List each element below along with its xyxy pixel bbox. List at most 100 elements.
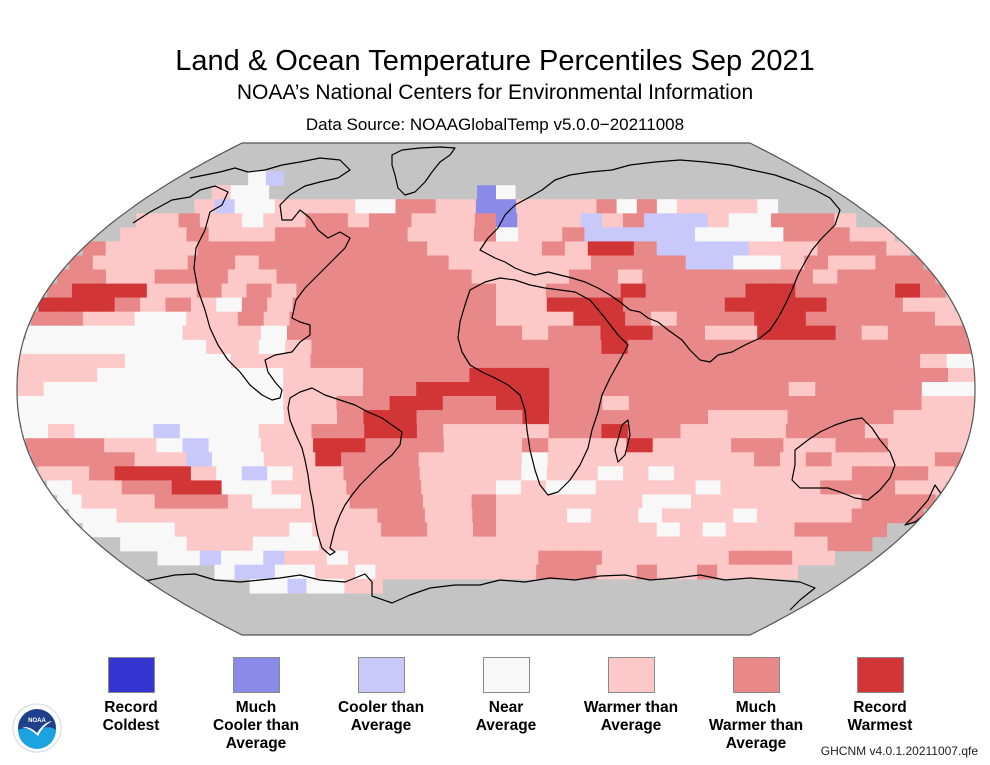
grid-cell [496,297,522,313]
grid-cell [636,199,658,214]
grid-cell [157,213,180,228]
grid-cell [521,466,548,481]
grid-cell [745,283,771,299]
grid-cell [229,382,258,397]
grid-cell [870,480,896,496]
grid-cell [341,452,368,467]
grid-cell [540,227,563,242]
grid-cell [627,424,655,439]
grid-cell [851,466,878,481]
grid-cell [470,452,497,467]
grid-cell [783,325,811,341]
grid-cell [174,241,199,257]
grid-cell [417,325,445,341]
grid-cell [284,213,307,228]
grid-cell [196,283,223,299]
grid-cell [761,396,790,411]
grid-cell [685,508,710,524]
grid-cell [187,255,212,271]
grid-cell [301,269,326,285]
grid-cell [71,353,99,369]
grid-cell [444,311,471,327]
grid-cell [100,339,128,355]
grid-cell [678,325,706,341]
grid-cell [375,564,397,580]
grid-cell [861,494,887,510]
grid-cell [150,367,178,383]
grid-cell [601,550,624,566]
grid-cell [636,564,658,580]
grid-cell [920,353,948,369]
grid-cell [584,536,608,552]
grid-cell [496,199,517,214]
grid-cell [606,536,630,552]
grid-cell [893,353,921,369]
grid-cell [455,199,477,214]
grid-cell [697,199,718,214]
grid-cell [429,536,453,552]
grid-cell [45,410,73,425]
grid-cell [496,255,521,271]
grid-cell [418,311,445,327]
grid-cell [392,311,420,327]
grid-cell [82,311,110,327]
grid-cell [220,522,245,538]
grid-cell [263,452,291,467]
grid-cell [587,241,612,257]
grid-cell [787,410,815,425]
grid-cell [805,227,829,242]
grid-cell [804,508,829,524]
grid-cell [285,339,313,355]
grid-cell [394,297,421,313]
grid-cell [795,283,821,299]
grid-cell [442,382,470,397]
grid-cell [81,494,107,510]
grid-cell [549,367,577,383]
grid-cell [519,522,543,538]
grid-cell [496,396,524,411]
grid-cell [809,438,837,453]
grid-cell [717,564,738,580]
grid-cell [432,213,455,228]
grid-cell [473,227,497,242]
grid-cell [21,424,49,439]
grid-cell [662,508,687,524]
grid-cell [57,311,84,327]
grid-cell [733,508,758,524]
grid-cell [243,522,267,538]
grid-cell [271,480,297,496]
grid-cell [153,339,181,355]
grid-cell [416,382,444,397]
grid-cell [391,325,419,341]
grid-cell [756,255,782,271]
grid-cell [248,171,267,186]
grid-cell [851,297,878,313]
grid-cell [401,508,426,524]
grid-cell [575,396,603,411]
grid-cell [472,508,497,524]
grid-cell [761,353,789,369]
grid-cell [626,325,654,341]
coastline-greenland [391,146,456,196]
grid-cell [179,424,207,439]
grid-cell [128,522,153,538]
grid-cell [283,396,311,411]
grid-cell [543,255,568,271]
data-source-label: Data Source: NOAAGlobalTemp v5.0.0−20211… [305,115,685,134]
grid-cell [629,382,657,397]
grid-cell [496,550,518,566]
grid-cell [182,438,210,453]
grid-cell [474,550,497,566]
grid-cell [496,466,522,481]
grid-cell [310,410,338,425]
grid-cell [385,536,409,552]
grid-cell [234,438,262,453]
grid-cell [921,396,949,411]
grid-cell [150,382,178,397]
grid-cell [227,269,253,285]
grid-cell [519,255,544,271]
grid-cell [364,339,392,355]
grid-cell [540,536,563,552]
grid-cell [695,227,718,242]
grid-cell [764,269,790,285]
